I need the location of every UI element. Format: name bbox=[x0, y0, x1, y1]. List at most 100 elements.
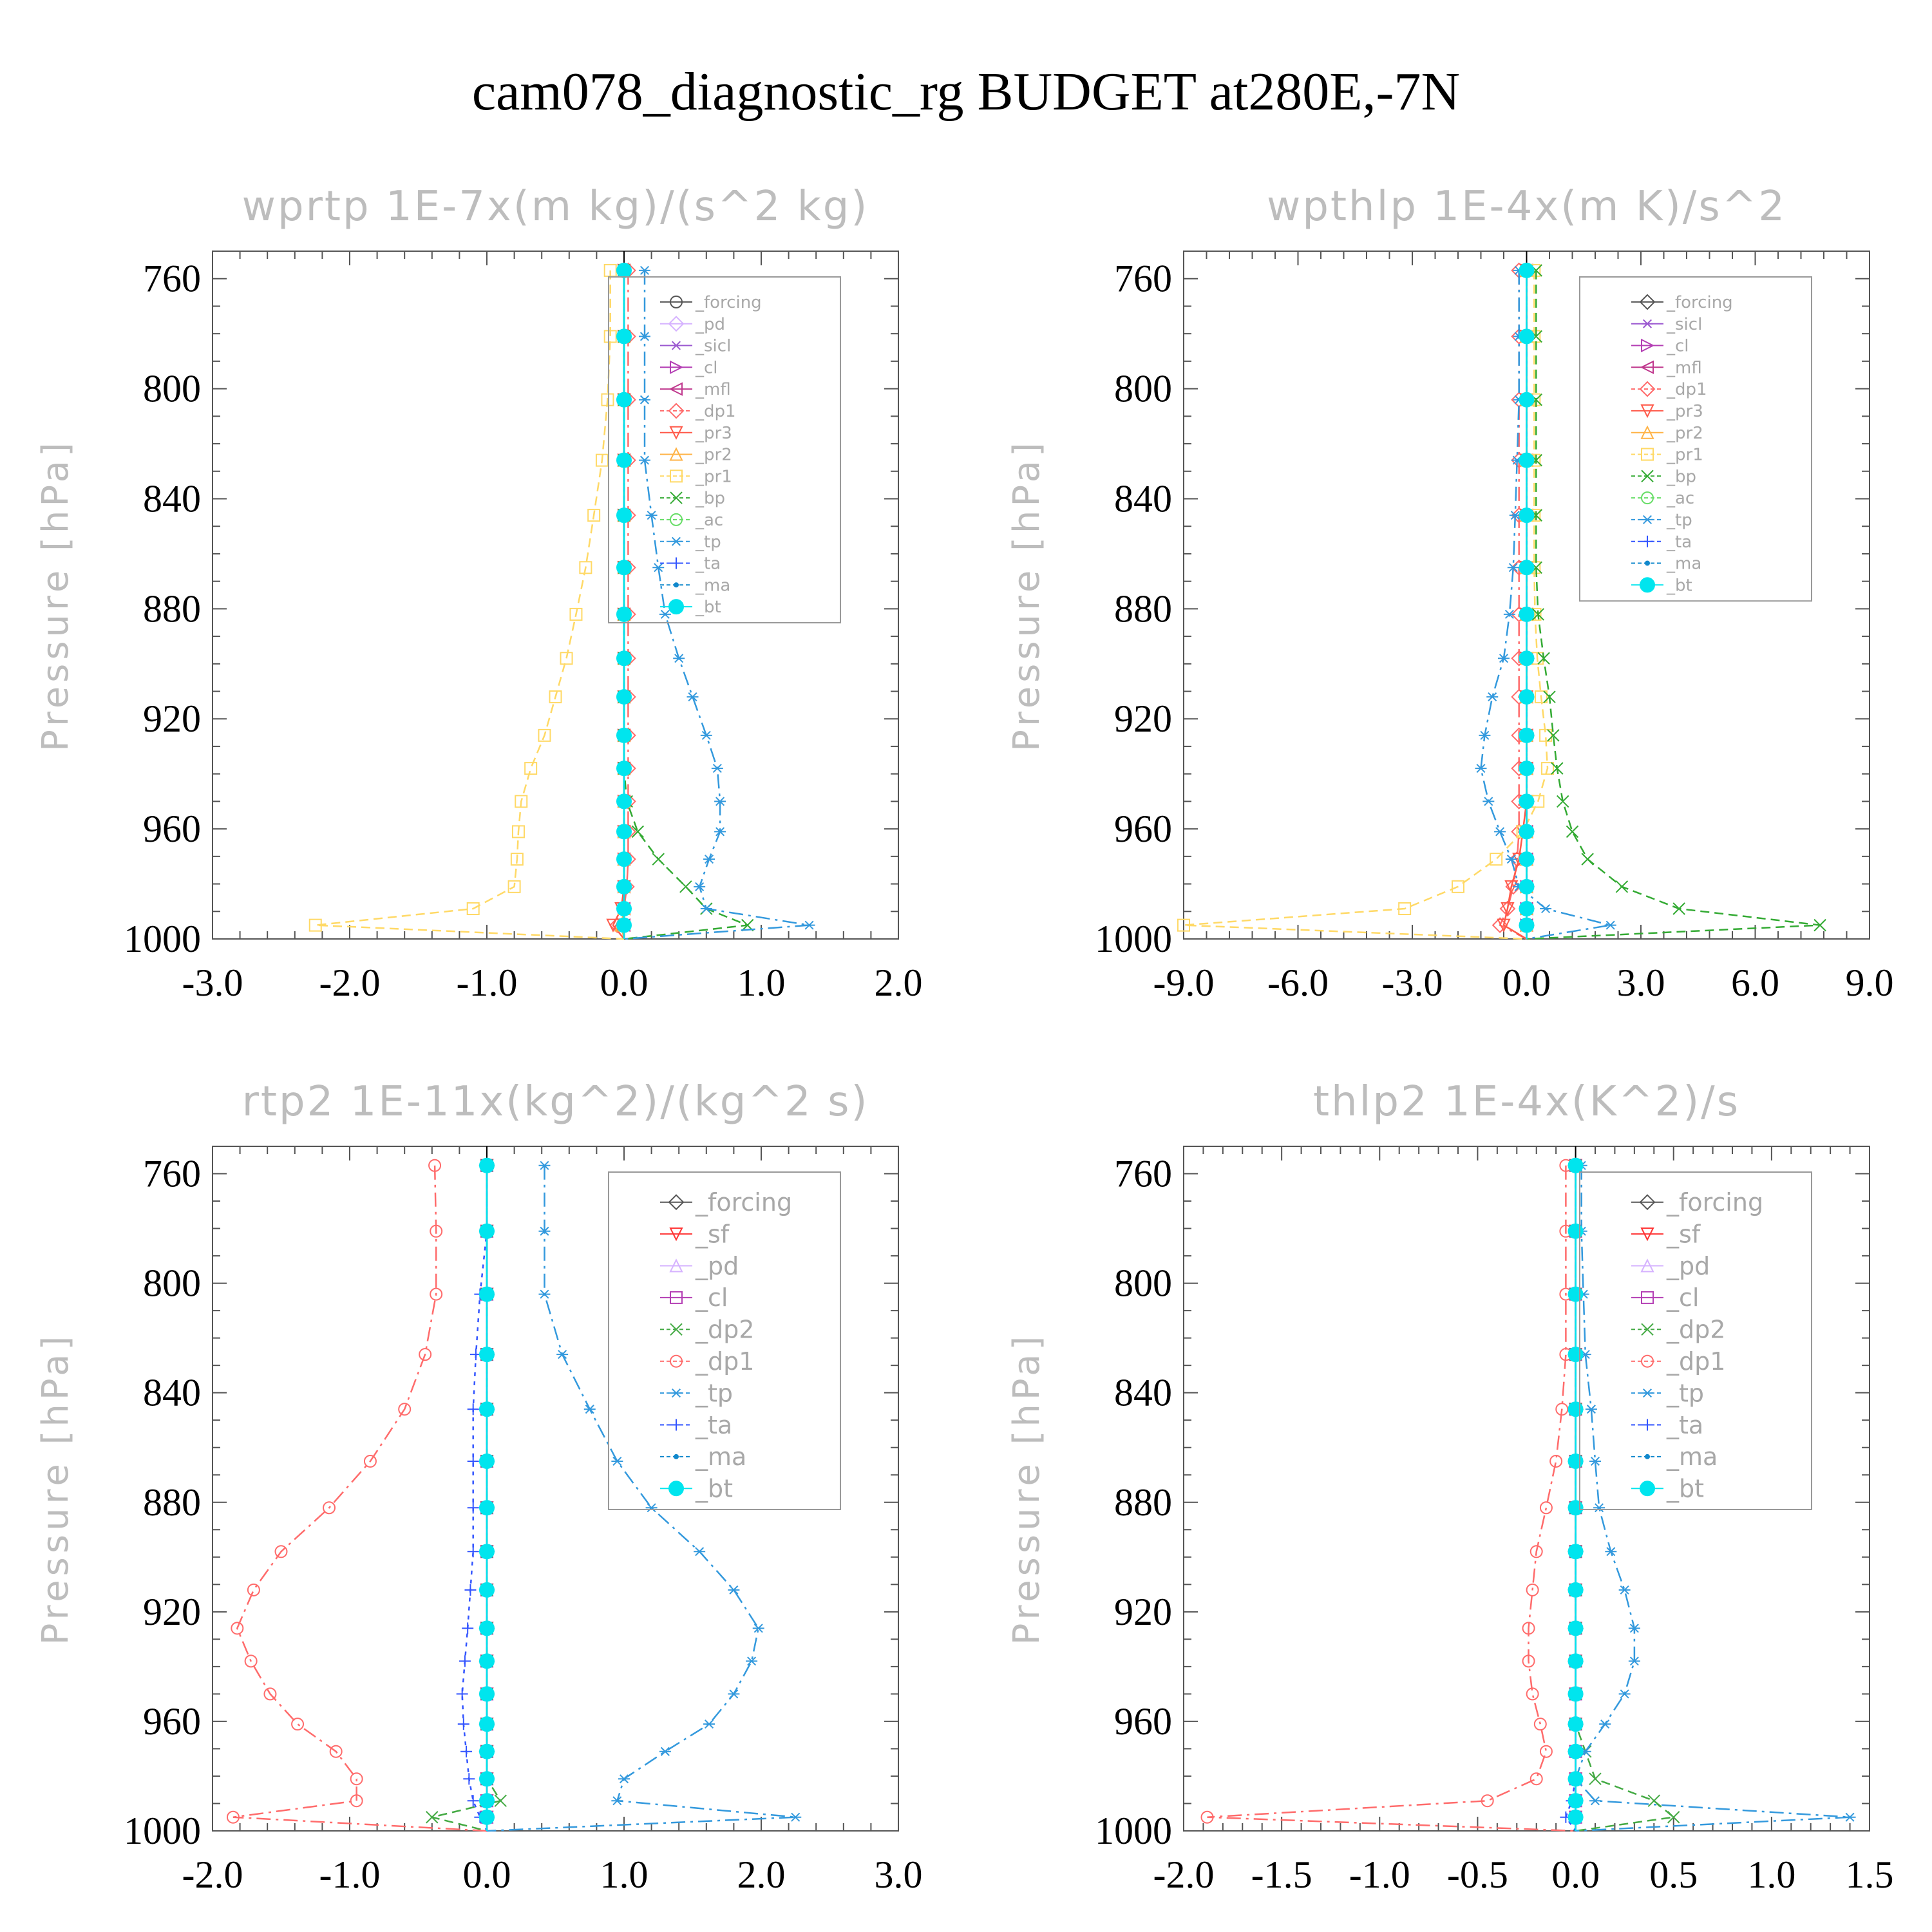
y-tick-label: 960 bbox=[143, 1700, 201, 1743]
legend-marker bbox=[669, 1258, 683, 1273]
series-pr1 bbox=[308, 263, 625, 940]
data-point bbox=[430, 1224, 443, 1238]
series-line bbox=[1183, 270, 1549, 940]
legend-marker bbox=[1641, 448, 1654, 461]
series-bt bbox=[479, 1157, 495, 1831]
plot-frame bbox=[212, 1146, 899, 1832]
series-dp1 bbox=[1200, 1159, 1576, 1832]
x-tick-label: 0.0 bbox=[463, 1853, 511, 1896]
data-point bbox=[479, 1500, 495, 1516]
data-point bbox=[618, 1774, 630, 1784]
x-tick-label: -2.0 bbox=[1153, 1853, 1215, 1896]
data-point bbox=[703, 855, 715, 864]
y-tick-label: 840 bbox=[143, 1372, 201, 1414]
data-point bbox=[1519, 851, 1535, 867]
y-tick-label: 760 bbox=[143, 258, 201, 300]
legend-label: _tp bbox=[695, 533, 721, 552]
data-point bbox=[1814, 918, 1826, 932]
data-point bbox=[583, 1405, 596, 1414]
data-point bbox=[538, 1226, 551, 1236]
y-tick-label: 960 bbox=[1114, 1700, 1172, 1743]
data-point bbox=[728, 1689, 740, 1699]
data-point bbox=[606, 918, 620, 933]
series-tp bbox=[623, 265, 815, 940]
x-tick-label: -6.0 bbox=[1267, 961, 1329, 1004]
data-point bbox=[1581, 853, 1594, 866]
y-axis-label: Pressure [hPa] bbox=[35, 439, 77, 752]
data-point bbox=[1604, 920, 1616, 930]
data-point bbox=[467, 1795, 479, 1807]
legend-label: _pr3 bbox=[1666, 402, 1703, 421]
data-point bbox=[1628, 1624, 1640, 1633]
y-tick-label: 800 bbox=[1114, 368, 1172, 410]
series-bt bbox=[1519, 262, 1535, 939]
data-point bbox=[1519, 793, 1535, 810]
legend-label: _sf bbox=[695, 1220, 730, 1248]
legend-label: _pr1 bbox=[1666, 446, 1703, 465]
data-point bbox=[616, 507, 632, 524]
x-tick-label: -1.0 bbox=[319, 1853, 381, 1896]
data-point bbox=[1672, 902, 1685, 915]
data-point bbox=[1557, 795, 1569, 808]
data-point bbox=[694, 1547, 706, 1557]
legend-label: _ma bbox=[1666, 1443, 1718, 1471]
legend-label: _dp1 bbox=[695, 402, 736, 421]
data-point bbox=[1547, 729, 1560, 742]
x-tick-label: 2.0 bbox=[737, 1853, 786, 1896]
data-point bbox=[1567, 1771, 1584, 1787]
legend-label: _ma bbox=[695, 1443, 746, 1471]
legend-marker bbox=[670, 1419, 682, 1431]
data-point bbox=[616, 917, 632, 933]
data-point bbox=[1519, 452, 1535, 468]
y-tick-label: 960 bbox=[143, 808, 201, 850]
data-point bbox=[1519, 824, 1535, 840]
data-point bbox=[803, 920, 815, 930]
data-point bbox=[1537, 652, 1550, 665]
data-point bbox=[507, 880, 521, 893]
legend-label: _bp bbox=[695, 489, 725, 508]
legend-marker bbox=[1641, 1291, 1654, 1304]
data-point bbox=[1567, 1686, 1584, 1702]
data-point bbox=[231, 1622, 244, 1635]
legend-label: _ac bbox=[1666, 489, 1694, 508]
data-point bbox=[703, 1719, 715, 1729]
legend-marker bbox=[1640, 404, 1654, 419]
legend-marker bbox=[1640, 577, 1655, 593]
data-point bbox=[1479, 730, 1491, 740]
panel-title: wpthlp 1E-4x(m K)/s^2 bbox=[1267, 183, 1786, 231]
x-tick-label: 0.0 bbox=[600, 961, 649, 1004]
data-point bbox=[1503, 609, 1515, 619]
data-point bbox=[538, 1289, 551, 1299]
legend-label: _bt bbox=[695, 1475, 733, 1503]
x-tick-label: 0.0 bbox=[1551, 1853, 1600, 1896]
legend-marker bbox=[674, 1454, 679, 1459]
x-tick-label: -3.0 bbox=[1382, 961, 1443, 1004]
x-tick-label: 1.0 bbox=[600, 1853, 649, 1896]
figure-title: cam078_diagnostic_rg BUDGET at280E,-7N bbox=[472, 62, 1460, 122]
data-point bbox=[1589, 1456, 1601, 1466]
legend-label: _bp bbox=[1666, 467, 1696, 486]
legend-marker bbox=[1642, 1419, 1653, 1431]
x-tick-label: -1.0 bbox=[457, 961, 518, 1004]
legend-label: _sicl bbox=[695, 337, 731, 356]
y-tick-label: 880 bbox=[1114, 587, 1172, 630]
y-tick-label: 800 bbox=[143, 1262, 201, 1305]
data-point bbox=[549, 690, 562, 704]
legend-marker bbox=[1641, 469, 1654, 483]
legend-marker bbox=[668, 599, 684, 615]
data-point bbox=[569, 607, 583, 621]
legend-marker bbox=[1640, 360, 1654, 374]
legend-marker bbox=[1642, 1388, 1653, 1398]
legend-label: _mfl bbox=[695, 380, 731, 399]
y-tick-label: 800 bbox=[1114, 1262, 1172, 1305]
data-point bbox=[645, 1503, 658, 1513]
data-point bbox=[652, 563, 665, 573]
data-point bbox=[479, 1793, 495, 1809]
data-point bbox=[616, 851, 632, 867]
data-point bbox=[616, 793, 632, 810]
panel-title: thlp2 1E-4x(K^2)/s bbox=[1313, 1078, 1740, 1126]
data-point bbox=[479, 1544, 495, 1560]
legend-marker bbox=[668, 382, 683, 396]
data-point bbox=[247, 1583, 260, 1596]
data-point bbox=[1519, 560, 1535, 576]
